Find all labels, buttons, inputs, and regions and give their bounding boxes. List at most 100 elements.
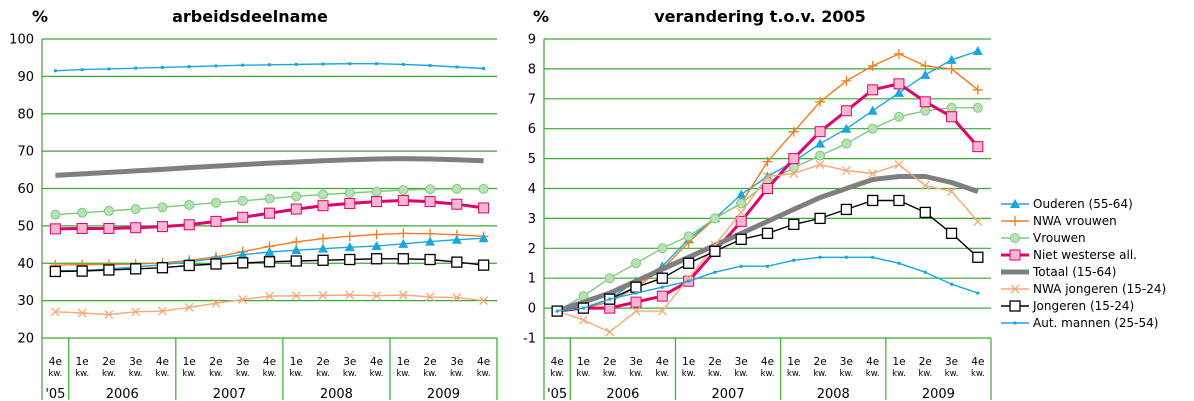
data-point	[735, 215, 747, 227]
data-point	[792, 258, 796, 262]
data-point	[867, 194, 879, 207]
data-point	[344, 253, 356, 266]
data-point	[210, 197, 221, 208]
series-line	[556, 107, 978, 312]
x-tick-kw: kw.	[655, 369, 669, 379]
data-point	[264, 193, 275, 204]
data-point	[479, 296, 489, 306]
data-point	[920, 69, 931, 79]
data-point	[214, 64, 218, 68]
x-tick-quarter: 1e	[892, 356, 905, 368]
data-point	[893, 194, 905, 207]
data-point	[919, 96, 931, 108]
x-tick-kw: kw.	[129, 369, 143, 379]
x-year-label: 2009	[922, 387, 955, 401]
data-point	[867, 84, 879, 96]
x-tick-quarter: 1e	[397, 356, 410, 368]
data-point	[950, 282, 954, 286]
data-point	[348, 62, 352, 66]
x-tick-quarter: 3e	[129, 356, 142, 368]
data-point	[263, 256, 276, 268]
legend-item: Vrouwen	[1001, 231, 1086, 245]
data-point	[49, 265, 62, 278]
data-point	[160, 65, 164, 69]
x-tick-quarter: 4e	[551, 356, 564, 368]
x-tick-quarter: 1e	[787, 356, 800, 368]
data-point	[345, 290, 355, 300]
x-tick-kw: kw.	[102, 369, 116, 379]
data-point	[237, 211, 249, 223]
x-year-label: '05	[547, 387, 567, 401]
data-point	[344, 231, 355, 242]
legend-item: Ouderen (55-64)	[1001, 197, 1133, 211]
data-point	[372, 291, 382, 301]
legend-item: NWA vrouwen	[1001, 214, 1117, 228]
data-point	[318, 243, 329, 253]
data-point	[428, 64, 432, 68]
x-tick-kw: kw.	[708, 369, 722, 379]
legend-item: NWA jongeren (15-24)	[1001, 282, 1166, 296]
legend-item: Niet westerse all.	[1001, 248, 1137, 262]
x-tick-quarter: 3e	[840, 356, 853, 368]
x-year-label: 2008	[320, 387, 353, 401]
x-tick-quarter: 2e	[316, 356, 329, 368]
data-point	[630, 281, 642, 293]
x-tick-kw: kw.	[866, 369, 880, 379]
x-tick-quarter: 4e	[263, 356, 276, 368]
series-line	[556, 174, 979, 314]
data-point	[50, 307, 60, 317]
y-tick-label: 1	[528, 272, 536, 287]
data-point	[397, 194, 409, 206]
x-year-label: 2006	[606, 387, 639, 401]
data-point	[762, 156, 773, 167]
data-point	[451, 256, 463, 268]
data-point	[451, 234, 462, 244]
data-point	[762, 183, 773, 194]
legend-marker	[1013, 321, 1017, 325]
series-nwa-jongeren-15-24	[552, 160, 983, 337]
data-point	[735, 233, 747, 245]
data-point	[736, 189, 747, 199]
data-point	[371, 196, 383, 208]
data-point	[947, 187, 957, 196]
x-tick-kw: kw.	[550, 369, 564, 379]
data-point	[581, 306, 585, 310]
data-point	[425, 184, 436, 195]
x-tick-kw: kw.	[343, 369, 357, 379]
x-tick-kw: kw.	[761, 369, 775, 379]
x-tick-kw: kw.	[263, 369, 277, 379]
y-tick-label: 40	[17, 257, 34, 272]
y-tick-label: 4	[528, 182, 536, 197]
data-point	[318, 233, 329, 244]
x-tick-kw: kw.	[236, 369, 250, 379]
data-point	[763, 172, 772, 181]
data-point	[183, 259, 195, 272]
y-tick-label: 6	[528, 122, 536, 137]
legend-marker	[1010, 284, 1020, 294]
x-year-label: 2009	[427, 387, 460, 401]
data-point	[317, 254, 329, 266]
data-point	[660, 285, 664, 289]
x-tick-quarter: 4e	[866, 356, 879, 368]
data-point	[76, 222, 88, 234]
legend-item: Aut. mannen (25-54)	[1001, 316, 1158, 330]
x-year-label: 2007	[712, 387, 745, 401]
data-point	[344, 242, 355, 252]
data-point	[268, 63, 271, 67]
data-point	[290, 203, 302, 215]
x-tick-quarter: 3e	[450, 356, 463, 368]
data-point	[455, 65, 459, 69]
y-tick-label: 0	[528, 302, 536, 317]
data-point	[788, 218, 800, 231]
data-point	[104, 309, 114, 319]
data-point	[424, 253, 436, 266]
x-tick-quarter: 2e	[603, 356, 616, 368]
data-point	[973, 216, 983, 226]
data-point	[397, 253, 409, 265]
data-point	[238, 295, 248, 304]
data-point	[290, 255, 302, 267]
data-point	[555, 309, 559, 313]
data-point	[608, 297, 612, 301]
data-point	[709, 213, 720, 224]
data-point	[868, 169, 878, 179]
